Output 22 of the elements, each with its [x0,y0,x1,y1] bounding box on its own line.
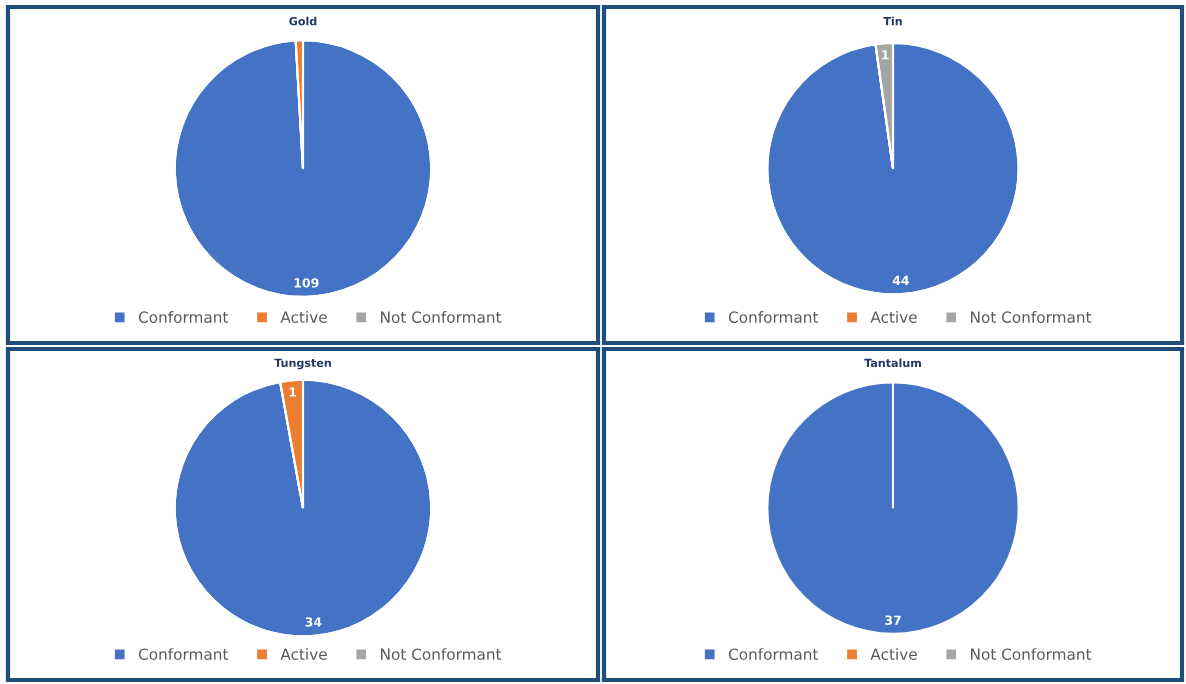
legend-label: Conformant [728,311,819,323]
legend-label: Active [280,311,327,323]
chart-title: Tin [883,16,902,26]
data-label: 1 [289,387,297,397]
chart-title: Gold [289,16,317,26]
data-label: 44 [892,275,910,285]
legend-label: Conformant [728,648,819,660]
chart-title: Tantalum [864,358,921,368]
chart-title: Tungsten [274,358,331,370]
legend-label: Active [870,311,917,323]
legend-label: Not Conformant [971,311,1092,323]
legend-label: Active [280,648,327,660]
legend-label: Conformant [138,311,229,323]
legend-label: Not Conformant [381,311,502,323]
legend-label: Conformant [138,648,229,660]
data-label: 34 [305,617,322,627]
legend-label: Active [870,648,917,660]
legend-label: Not Conformant [971,648,1092,660]
data-label: 1 [882,50,889,60]
legend-label: Not Conformant [381,648,502,660]
data-label: 109 [294,278,319,288]
data-label: 37 [885,615,901,625]
